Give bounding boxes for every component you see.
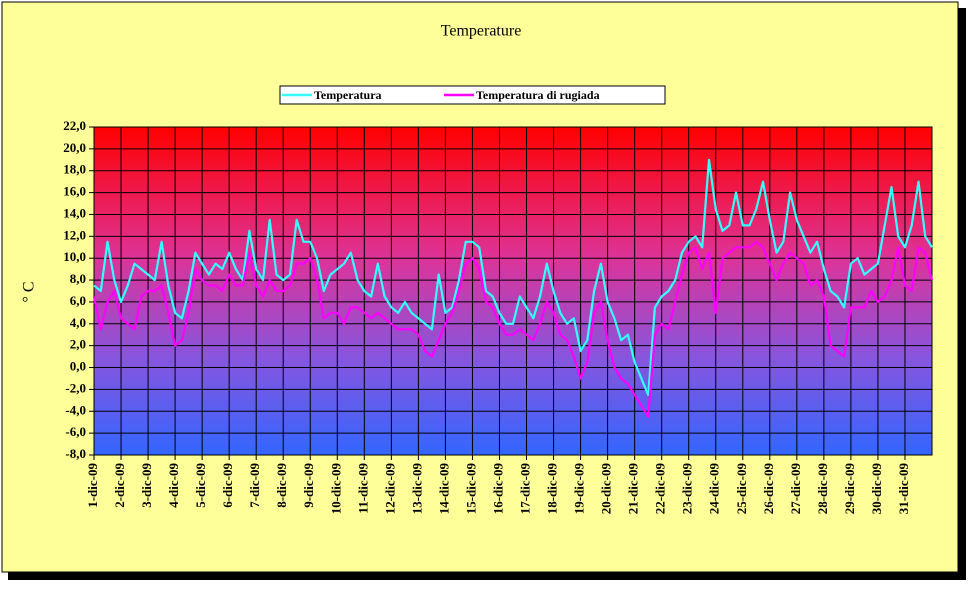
x-tick-label: 24-dic-09 xyxy=(707,463,722,515)
x-tick-label: 8-dic-09 xyxy=(274,463,289,508)
legend-label: Temperatura di rugiada xyxy=(476,88,600,102)
x-tick-label: 9-dic-09 xyxy=(301,463,316,508)
data-line xyxy=(93,158,933,396)
y-tick-label: 8,0 xyxy=(70,271,86,286)
x-tick-label: 13-dic-09 xyxy=(409,463,424,515)
x-tick-label: 21-dic-09 xyxy=(626,463,641,515)
x-tick-label: 15-dic-09 xyxy=(463,463,478,515)
y-tick-label: 20,0 xyxy=(63,140,86,155)
y-tick-label: 4,0 xyxy=(70,315,86,330)
y-tick-label: 6,0 xyxy=(70,293,86,308)
x-tick-label: 23-dic-09 xyxy=(680,463,695,515)
x-tick-label: 5-dic-09 xyxy=(193,463,208,508)
y-tick-label: -2,0 xyxy=(65,380,86,395)
y-tick-label: 10,0 xyxy=(63,249,86,264)
x-tick-label: 18-dic-09 xyxy=(545,463,560,515)
chart-title: Temperature xyxy=(441,23,522,40)
x-tick-label: 29-dic-09 xyxy=(842,463,857,515)
x-tick-label: 20-dic-09 xyxy=(599,463,614,515)
x-tick-label: 12-dic-09 xyxy=(382,463,397,515)
y-tick-label: 16,0 xyxy=(63,184,86,199)
legend-label: Temperatura xyxy=(314,88,382,102)
x-tick-label: 19-dic-09 xyxy=(572,463,587,515)
x-tick-label: 10-dic-09 xyxy=(328,463,343,515)
y-tick-label: 12,0 xyxy=(63,227,86,242)
x-tick-label: 22-dic-09 xyxy=(653,463,668,515)
data-line xyxy=(92,240,934,418)
x-tick-label: 2-dic-09 xyxy=(112,463,127,508)
y-tick-label: 14,0 xyxy=(63,205,86,220)
x-tick-label: 25-dic-09 xyxy=(734,463,749,515)
y-tick-label: 0,0 xyxy=(70,359,86,374)
x-tick-label: 11-dic-09 xyxy=(355,463,370,514)
x-tick-label: 28-dic-09 xyxy=(815,463,830,515)
x-tick-label: 1-dic-09 xyxy=(85,463,100,508)
x-tick-label: 16-dic-09 xyxy=(490,463,505,515)
y-tick-label: 2,0 xyxy=(70,337,86,352)
y-tick-label: -4,0 xyxy=(65,402,86,417)
x-tick-label: 6-dic-09 xyxy=(220,463,235,508)
plot-area xyxy=(93,126,933,456)
x-tick-label: 17-dic-09 xyxy=(518,463,533,515)
x-tick-label: 4-dic-09 xyxy=(166,463,181,508)
x-tick-label: 7-dic-09 xyxy=(247,463,262,508)
x-tick-label: 14-dic-09 xyxy=(436,463,451,515)
y-tick-label: -6,0 xyxy=(65,424,86,439)
y-tick-label: -8,0 xyxy=(65,446,86,461)
x-tick-label: 26-dic-09 xyxy=(761,463,776,515)
y-tick-label: 22,0 xyxy=(63,118,86,133)
x-tick-label: 3-dic-09 xyxy=(139,463,154,508)
y-axis-label: ° C xyxy=(21,281,38,302)
x-tick-label: 31-dic-09 xyxy=(896,463,911,515)
y-tick-label: 18,0 xyxy=(63,162,86,177)
x-tick-label: 30-dic-09 xyxy=(869,463,884,515)
x-tick-label: 27-dic-09 xyxy=(788,463,803,515)
